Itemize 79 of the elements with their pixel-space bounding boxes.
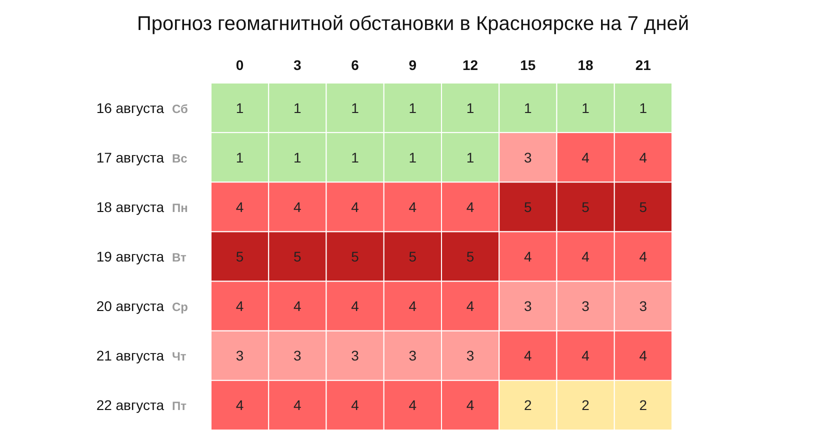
y2-tick-label: Пн	[172, 200, 188, 215]
x-tick-label: 9	[408, 57, 417, 73]
x-tick-label: 12	[462, 57, 478, 73]
y2-tick-label: Вт	[172, 250, 187, 264]
data-label: 3	[524, 149, 532, 166]
data-label: 5	[524, 198, 532, 215]
data-label: 3	[582, 298, 590, 314]
data-label: 4	[236, 298, 244, 314]
data-label: 4	[236, 198, 244, 215]
y-tick-label: 20 августа	[96, 298, 164, 314]
data-label: 3	[294, 348, 302, 364]
data-label: 4	[294, 298, 302, 314]
data-label: 4	[294, 397, 302, 414]
data-label: 1	[236, 149, 244, 166]
y2-tick-label: Вс	[172, 151, 188, 166]
data-label: 4	[408, 198, 417, 215]
data-label: 4	[639, 248, 648, 264]
data-label: 4	[466, 397, 474, 414]
data-label: 5	[408, 248, 417, 264]
x-tick-label: 21	[635, 57, 652, 73]
data-label: 3	[351, 348, 360, 364]
data-label: 4	[466, 198, 474, 215]
y2-tick-label: Чт	[172, 350, 186, 364]
data-label: 3	[639, 298, 648, 314]
data-label: 5	[351, 248, 360, 264]
x-tick-label: 3	[294, 57, 302, 73]
data-label: 2	[639, 397, 648, 414]
data-label: 1	[408, 149, 417, 166]
x-tick-label: 6	[351, 57, 360, 73]
data-label: 4	[351, 298, 360, 314]
data-label: 1	[294, 149, 302, 166]
data-label: 3	[524, 298, 532, 314]
x-tick-label: 15	[520, 57, 536, 73]
data-label: 5	[466, 248, 474, 264]
data-label: 1	[294, 100, 302, 116]
data-label: 1	[351, 149, 360, 166]
data-label: 5	[582, 198, 590, 215]
data-label: 1	[582, 100, 590, 116]
data-label: 4	[582, 348, 590, 364]
data-label: 4	[351, 397, 360, 414]
x-tick-label: 0	[236, 57, 244, 73]
data-label: 2	[582, 397, 590, 414]
y-tick-label: 19 августа	[96, 248, 164, 264]
data-label: 4	[639, 149, 648, 166]
data-label: 3	[236, 348, 244, 364]
data-label: 4	[582, 248, 590, 264]
data-label: 1	[351, 100, 360, 116]
data-label: 4	[582, 149, 590, 166]
data-label: 4	[294, 198, 302, 215]
x-tick-label: 18	[578, 57, 594, 73]
y2-tick-label: Ср	[172, 300, 188, 314]
data-label: 4	[466, 298, 474, 314]
y-tick-label: 16 августа	[96, 100, 164, 116]
data-label: 4	[524, 248, 532, 264]
data-label: 2	[524, 397, 532, 414]
y2-tick-label: Пт	[172, 399, 187, 414]
data-label: 4	[639, 348, 648, 364]
data-label: 3	[466, 348, 474, 364]
data-label: 1	[524, 100, 532, 116]
y-tick-label: 22 августа	[96, 397, 164, 414]
data-label: 4	[351, 198, 360, 215]
data-label: 1	[408, 100, 417, 116]
data-label: 3	[408, 348, 417, 364]
data-label: 4	[524, 348, 532, 364]
data-label: 4	[408, 397, 417, 414]
data-label: 5	[294, 248, 302, 264]
data-label: 5	[236, 248, 244, 264]
y-tick-label: 18 августа	[96, 198, 164, 215]
data-label: 4	[408, 298, 417, 314]
chart-title: Прогноз геомагнитной обстановки в Красноярске на 7 дней	[136, 13, 690, 35]
y2-tick-label: Сб	[172, 102, 188, 116]
data-label: 1	[466, 100, 474, 116]
y-tick-label: 17 августа	[96, 149, 164, 166]
y-tick-label: 21 августа	[96, 348, 164, 364]
data-label: 4	[236, 397, 244, 414]
data-label: 1	[639, 100, 648, 116]
data-label: 1	[236, 100, 244, 116]
data-label: 1	[466, 149, 474, 166]
data-label: 5	[639, 198, 648, 215]
